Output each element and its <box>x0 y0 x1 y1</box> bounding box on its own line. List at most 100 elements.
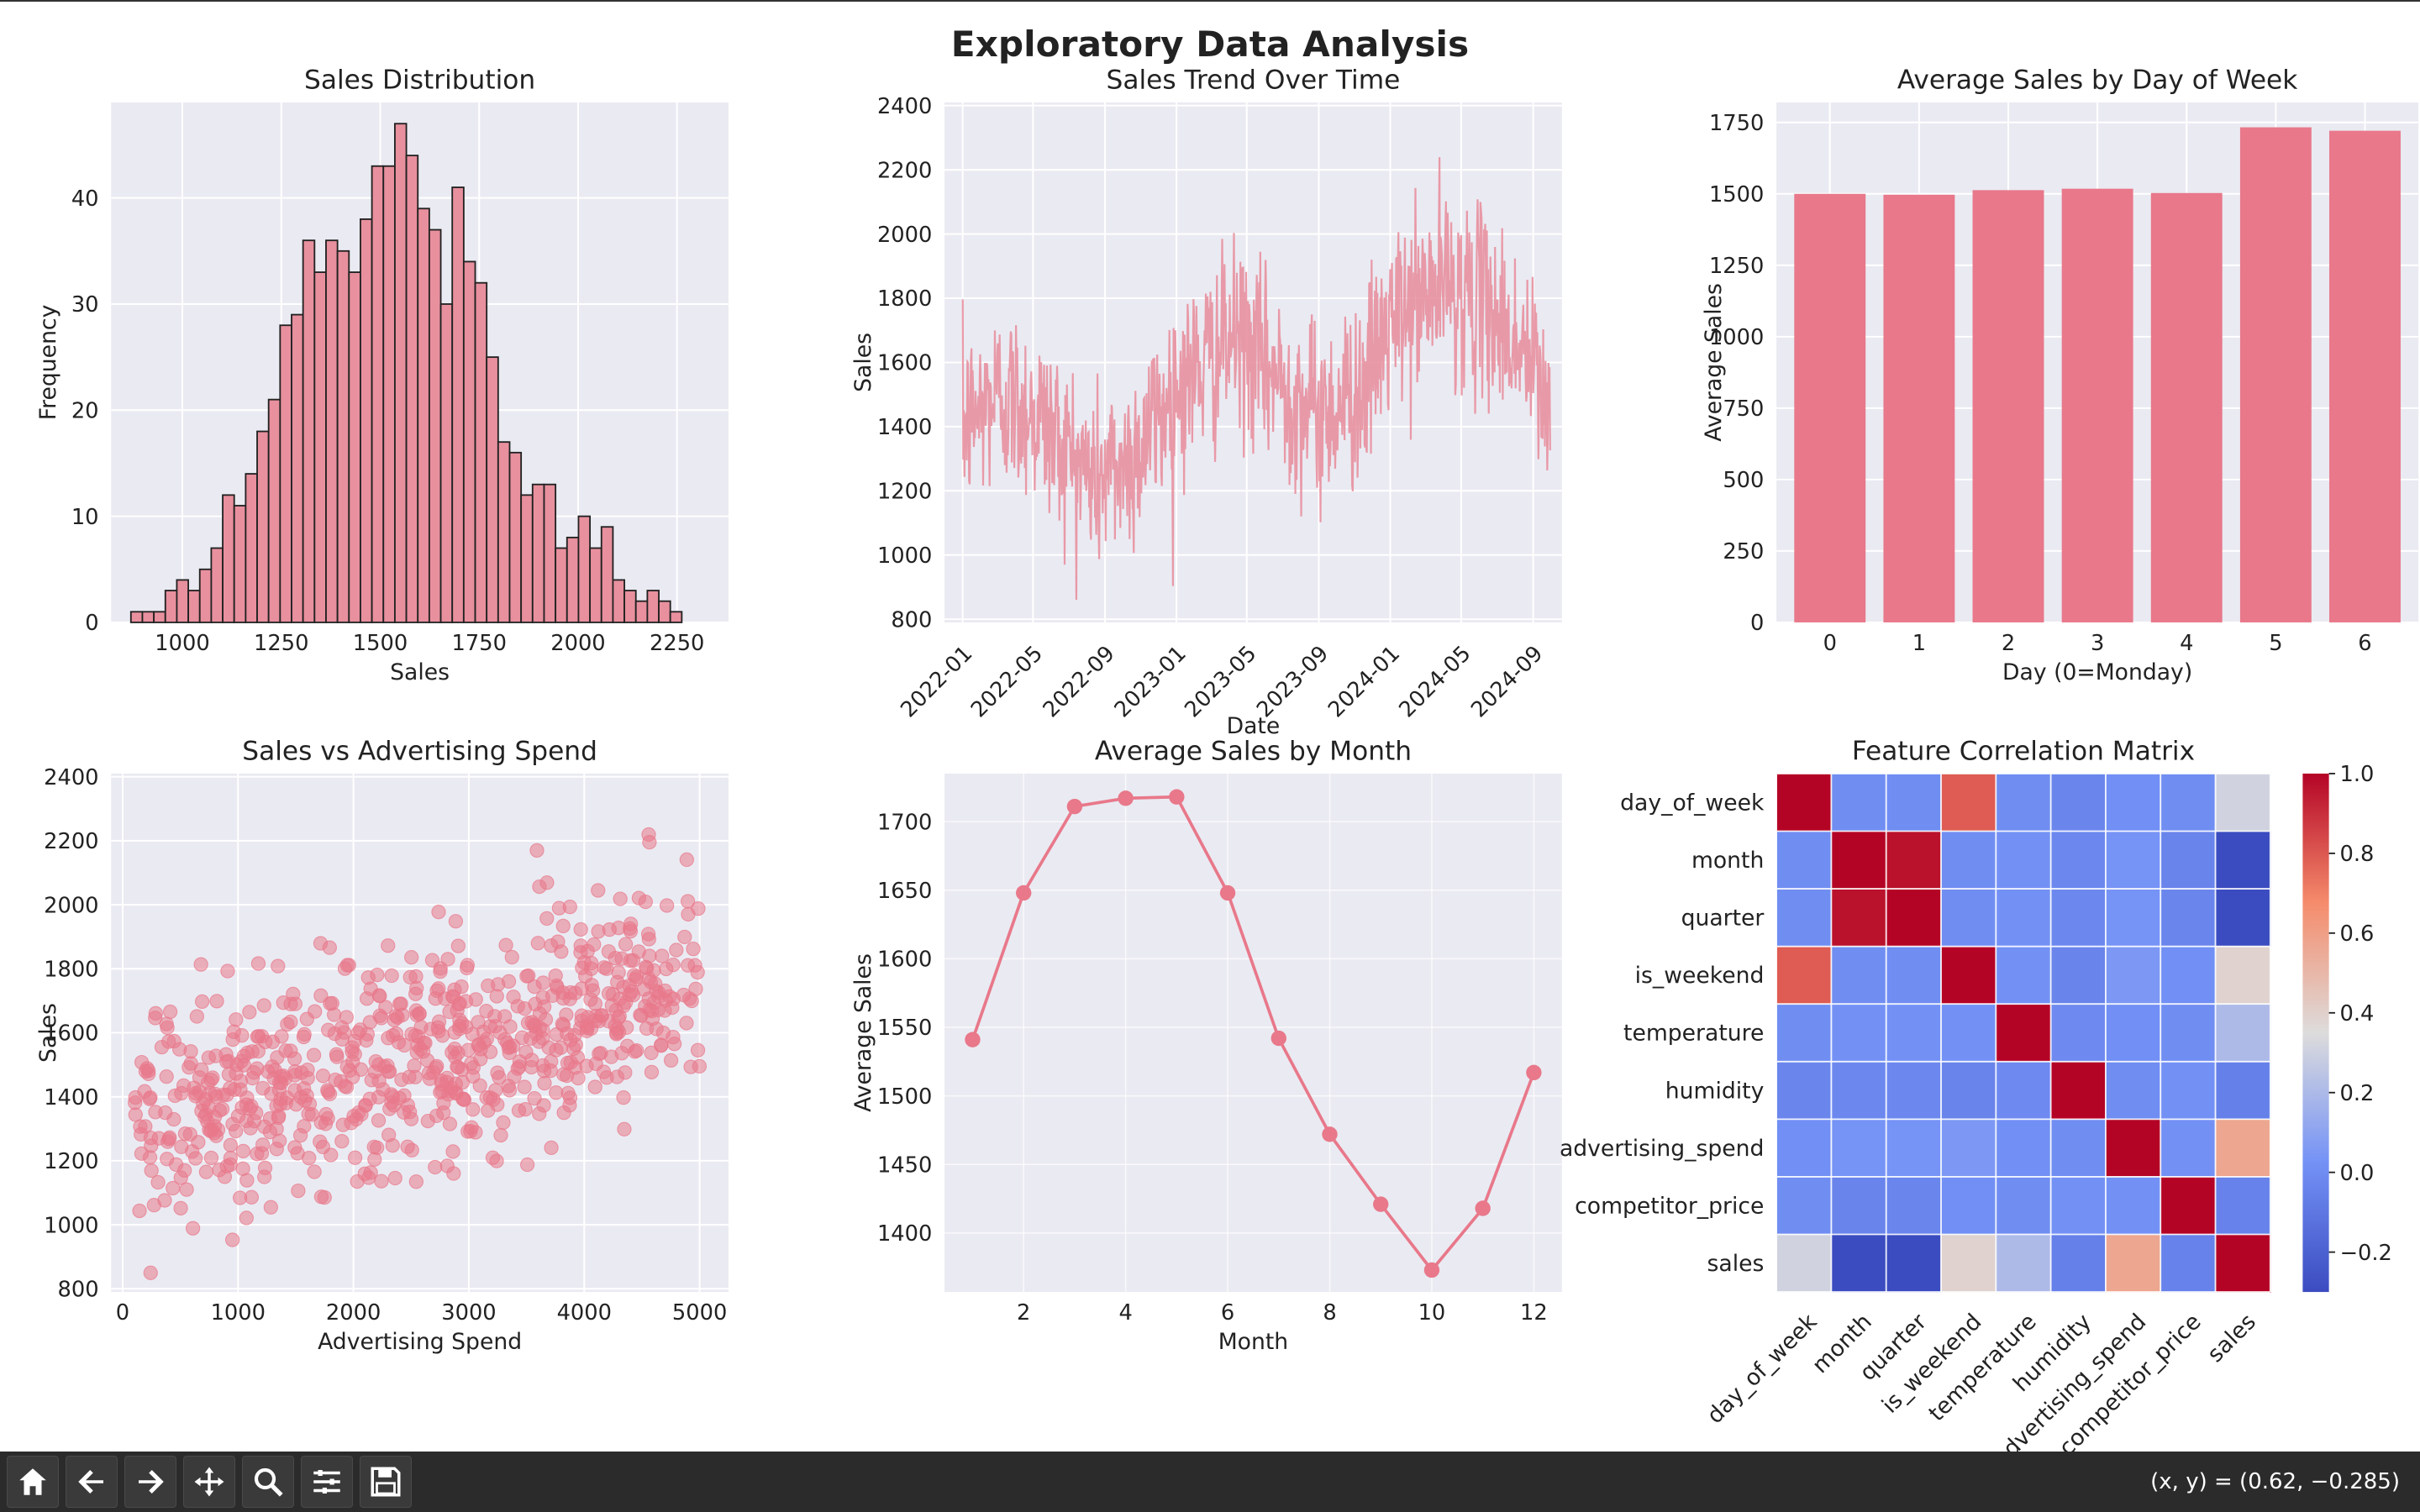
configure-subplots-button[interactable] <box>301 1456 353 1508</box>
scatter-point <box>162 1004 178 1020</box>
scatter-point <box>537 1063 552 1079</box>
scatter-point <box>465 1026 480 1042</box>
scatter-point <box>550 934 566 949</box>
scatter-point <box>242 1101 258 1116</box>
scatter-point <box>501 974 517 989</box>
scatter-point <box>459 960 475 975</box>
home-button[interactable] <box>7 1456 59 1508</box>
save-icon <box>371 1467 401 1497</box>
heatmap-cell <box>1886 889 1942 948</box>
heatmap-cell <box>2215 1004 2271 1063</box>
scatter-point <box>419 1053 435 1068</box>
scatter-point <box>371 1113 387 1128</box>
heatmap-cell <box>2050 946 2107 1005</box>
panel-sales-distribution: 0 10 20 30 40 1000 1250 1500 1750 2000 2250 Sales D… <box>35 65 729 685</box>
scatter-point <box>471 1015 486 1030</box>
monthly-sales-point <box>1169 789 1185 805</box>
monthly-sales-point <box>1423 1262 1440 1278</box>
scatter-point <box>313 1189 329 1205</box>
histogram-bar <box>508 451 523 623</box>
scatter-point <box>527 1019 543 1034</box>
x-tick-label: 8 <box>1323 1300 1336 1326</box>
weekday-bar <box>1972 190 2044 622</box>
x-tick-label: 2024-05 <box>1394 641 1476 722</box>
y-tick-label: 1000 <box>1709 325 1764 350</box>
scatter-point <box>203 1072 218 1088</box>
scatter-point <box>348 1150 363 1165</box>
scatter-point <box>246 1113 262 1129</box>
scatter-point <box>315 1068 331 1084</box>
forward-button[interactable] <box>124 1456 176 1508</box>
zoom-button[interactable] <box>242 1456 294 1508</box>
scatter-point <box>439 1158 455 1173</box>
scatter-point <box>559 1068 575 1084</box>
scatter-point <box>366 1139 381 1155</box>
configure-subplots-icon <box>313 1470 340 1494</box>
scatter-point <box>201 1100 217 1115</box>
save-button[interactable] <box>360 1456 412 1508</box>
weekday-bar <box>2150 192 2223 622</box>
histogram-bar <box>600 526 614 623</box>
scatter-point <box>203 1150 219 1166</box>
scatter-point <box>307 1164 322 1179</box>
scatter-point <box>299 1011 314 1026</box>
scatter-point <box>431 905 446 920</box>
scatter-point <box>402 1069 417 1084</box>
histogram-bar <box>577 515 592 623</box>
chart-title: Sales Trend Over Time <box>1107 65 1401 95</box>
scatter-point <box>139 1061 155 1076</box>
scatter-point <box>280 1016 295 1032</box>
heatmap-row-label: competitor_price <box>1575 1193 1764 1219</box>
scatter-point <box>193 957 208 972</box>
y-tick-label: 1250 <box>1709 254 1764 279</box>
scatter-point <box>597 960 612 975</box>
monthly-sales-point <box>1016 885 1032 901</box>
scatter-point <box>681 906 696 922</box>
scatter-point <box>544 988 560 1003</box>
histogram-bar <box>566 536 580 623</box>
scatter-point <box>517 1001 533 1016</box>
scatter-point <box>539 875 555 890</box>
monthly-sales-point <box>1118 790 1134 806</box>
scatter-point <box>283 1043 298 1058</box>
heatmap-cell <box>1996 773 2052 832</box>
scatter-point <box>256 998 271 1013</box>
x-tick-label: 5000 <box>672 1300 727 1326</box>
scatter-point <box>150 1174 166 1190</box>
y-tick-label: 250 <box>1723 539 1764 564</box>
scatter-point <box>660 898 675 913</box>
pan-button[interactable] <box>183 1456 235 1508</box>
scatter-point <box>445 1144 460 1159</box>
chart-title: Sales Distribution <box>304 65 535 95</box>
histogram-bar <box>222 494 235 623</box>
scatter-point <box>434 1073 449 1089</box>
scatter-point <box>539 911 555 927</box>
window-top-border <box>0 0 2420 2</box>
cursor-coordinates: (x, y) = (0.62, −0.285) <box>2150 1469 2400 1494</box>
scatter-point <box>537 1075 552 1091</box>
scatter-point <box>496 1115 511 1131</box>
x-tick-label: 2000 <box>326 1300 381 1326</box>
back-button[interactable] <box>66 1456 118 1508</box>
x-tick-label: 1750 <box>452 631 507 656</box>
chart-title: Average Sales by Month <box>1095 736 1412 766</box>
scatter-point <box>297 1119 312 1134</box>
scatter-point <box>610 974 625 990</box>
histogram-bar <box>612 579 625 623</box>
heatmap-cell <box>2050 889 2107 948</box>
heatmap-cell <box>1776 1176 1833 1236</box>
heatmap-cell <box>1831 1234 1887 1293</box>
histogram-bar <box>520 494 534 623</box>
scatter-point <box>188 1085 203 1101</box>
scatter-point <box>530 936 545 951</box>
histogram-bar <box>555 547 568 623</box>
monthly-sales-point <box>1270 1030 1286 1047</box>
scatter-point <box>544 1140 559 1155</box>
histogram-bar <box>439 303 454 623</box>
y-tick-label: 1200 <box>44 1149 98 1174</box>
scatter-point <box>574 1013 589 1028</box>
heatmap-cell <box>2215 1061 2271 1121</box>
scatter-point <box>638 894 653 910</box>
scatter-point <box>209 994 224 1009</box>
histogram-bar <box>623 590 637 623</box>
